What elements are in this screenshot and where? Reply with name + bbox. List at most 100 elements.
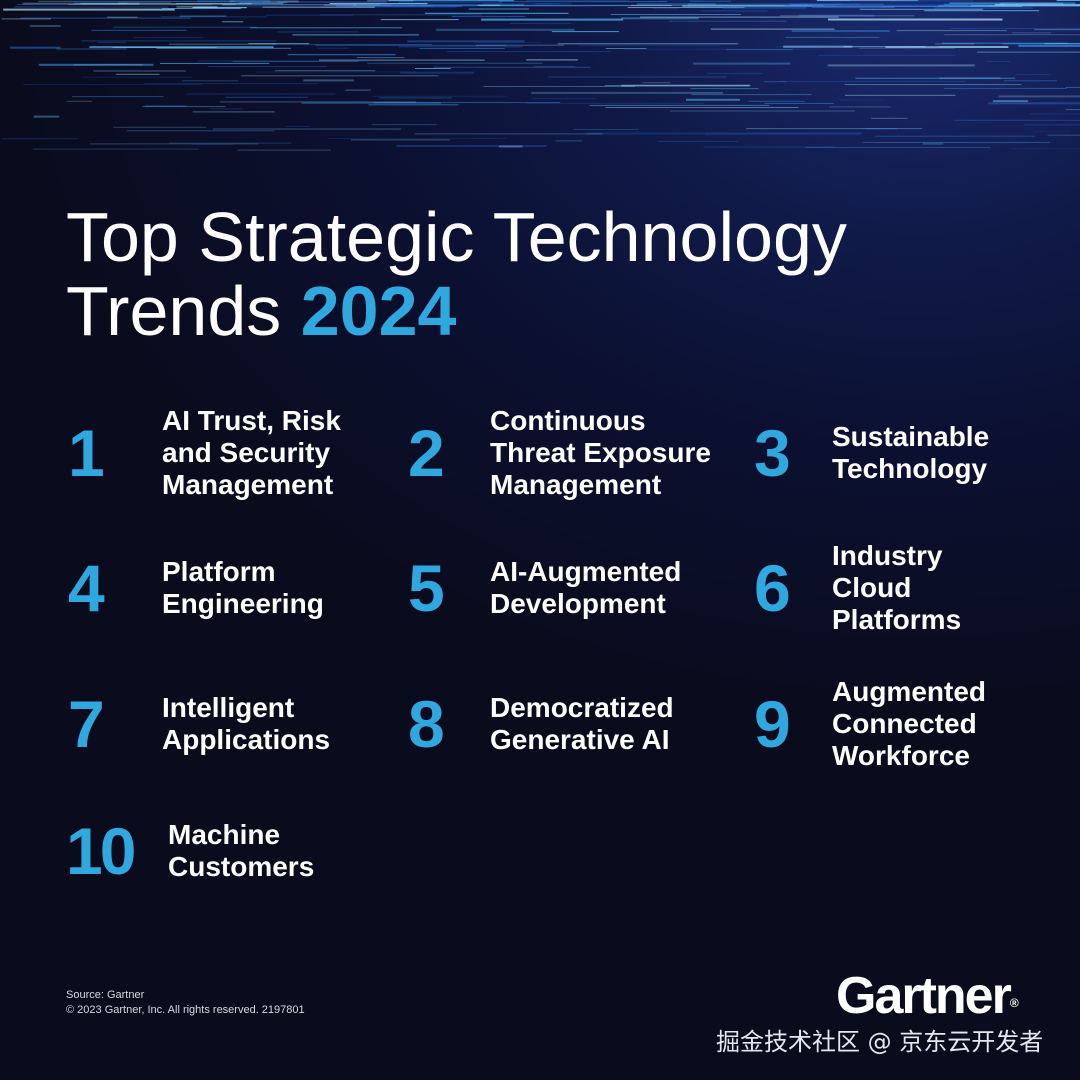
trend-item-9: 9 Augmented Connected Workforce — [754, 676, 986, 772]
light-streak — [221, 21, 244, 23]
light-streak — [621, 84, 750, 87]
light-streak — [481, 18, 624, 21]
light-streak — [526, 0, 629, 1]
light-streak — [1010, 148, 1080, 150]
light-streak — [368, 104, 459, 106]
light-streak — [949, 2, 1076, 4]
light-streak — [784, 5, 969, 8]
light-streak — [373, 102, 561, 104]
watermark-text: 掘金技术社区 @ 京东云开发者 — [716, 1028, 1044, 1056]
light-streak — [610, 14, 741, 15]
light-streak — [839, 99, 884, 101]
light-streak — [113, 26, 257, 28]
light-streak — [479, 5, 672, 7]
title-line-2: Trends 2024 — [66, 274, 1026, 348]
light-streak — [266, 14, 353, 16]
light-streak — [605, 107, 799, 108]
light-streak — [498, 1, 668, 3]
trend-label: Platform Engineering — [162, 556, 324, 619]
light-streak — [943, 3, 1004, 5]
light-streak — [1023, 123, 1080, 126]
light-streak — [248, 43, 310, 45]
light-streak — [748, 100, 805, 102]
light-streak — [624, 48, 817, 50]
light-streak — [197, 0, 271, 3]
trend-label: Sustainable Technology — [832, 421, 990, 484]
light-streak — [112, 47, 217, 48]
light-streak — [1000, 2, 1064, 5]
light-streak — [1055, 27, 1080, 29]
trend-item-5: 5 AI-Augmented Development — [408, 555, 681, 621]
light-streak — [871, 117, 908, 119]
light-streak — [241, 75, 439, 77]
light-streak — [1047, 134, 1080, 136]
light-streak — [262, 6, 375, 8]
light-streak — [176, 2, 284, 4]
light-streak — [548, 76, 727, 78]
trend-number: 10 — [66, 814, 136, 888]
light-streak — [407, 40, 525, 43]
light-streak — [828, 18, 1003, 21]
trend-number: 6 — [754, 551, 791, 625]
light-streak — [896, 30, 1007, 32]
light-streak — [229, 0, 299, 3]
trend-label: Augmented Connected Workforce — [832, 676, 986, 771]
light-streak — [23, 84, 203, 86]
light-streak — [319, 14, 482, 16]
light-streak — [723, 7, 807, 9]
light-streak — [38, 63, 154, 66]
trend-number: 2 — [408, 416, 445, 490]
light-streak — [670, 110, 856, 112]
light-streak — [621, 17, 699, 20]
trend-item-10: 10 Machine Customers — [66, 814, 314, 888]
light-streak — [687, 3, 884, 6]
light-streak — [256, 71, 416, 73]
light-streak — [859, 47, 955, 49]
light-streak — [988, 102, 1080, 105]
light-streak — [977, 51, 1080, 53]
light-streak — [107, 16, 138, 18]
title-trends-word: Trends — [66, 272, 301, 350]
trend-number: 8 — [408, 687, 445, 761]
light-streak — [436, 28, 575, 31]
light-streak — [970, 5, 1080, 7]
light-streak — [225, 96, 308, 98]
light-streak — [66, 100, 93, 102]
light-streak — [528, 4, 669, 6]
light-streak — [640, 16, 839, 18]
light-streak — [964, 142, 1027, 144]
light-streak — [705, 132, 862, 135]
light-streak — [274, 70, 375, 72]
light-streak — [483, 86, 635, 87]
source-text: Source: Gartner — [66, 989, 145, 1001]
light-streak — [954, 119, 1080, 121]
light-streak — [531, 91, 723, 94]
light-streak — [783, 45, 853, 48]
light-streak — [791, 30, 890, 32]
light-streak — [22, 2, 140, 5]
light-streak — [746, 128, 923, 130]
light-streak — [93, 70, 186, 72]
light-streak — [652, 7, 680, 9]
light-streak — [168, 142, 292, 144]
light-streak — [356, 57, 405, 59]
light-streak — [587, 132, 707, 135]
light-streak — [1065, 86, 1080, 88]
light-streak — [780, 15, 915, 17]
light-streak — [483, 3, 572, 5]
light-streak — [38, 0, 235, 2]
source-footer: Source: Gartner © 2023 Gartner, Inc. All… — [66, 988, 305, 1018]
light-streak — [786, 5, 960, 7]
light-streak — [578, 45, 721, 46]
light-streak — [1, 18, 51, 20]
light-streak — [118, 2, 172, 4]
light-streak — [380, 3, 416, 5]
light-streak — [335, 5, 433, 7]
light-streak — [510, 22, 572, 24]
trend-label: Democratized Generative AI — [490, 692, 674, 755]
light-streak — [1056, 0, 1080, 1]
light-streak — [91, 29, 187, 31]
light-streak — [989, 5, 1080, 7]
light-streak — [186, 93, 336, 95]
light-streak — [232, 60, 359, 62]
